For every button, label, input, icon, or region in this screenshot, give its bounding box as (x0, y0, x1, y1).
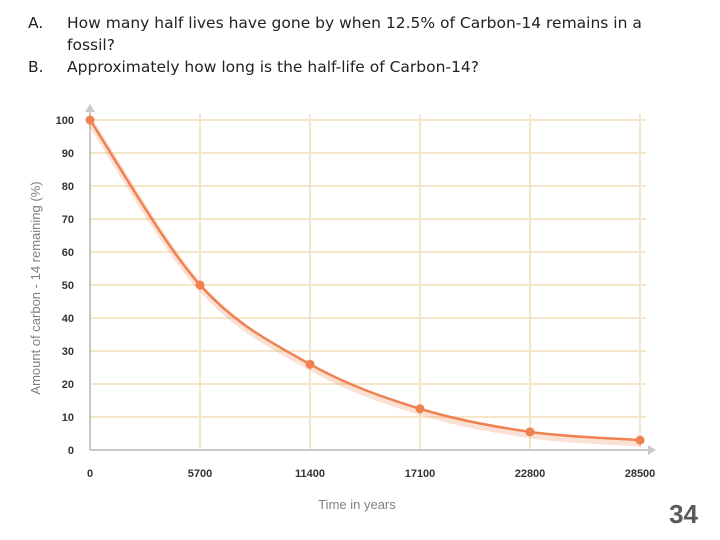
half-life-chart: 0 10 20 30 40 50 60 70 80 90 100 0 5700 11400 17100 228… (28, 104, 656, 512)
decay-curve-shadow (88, 121, 642, 447)
y-axis-title: Amount of carbon - 14 remaining (%) (28, 181, 43, 394)
question-b-letter: B. (28, 58, 44, 76)
y-tick-label-7: 70 (62, 214, 74, 226)
data-point-1 (195, 280, 205, 290)
question-list: A. How many half lives have gone by when… (28, 12, 688, 78)
y-tick-label-6: 60 (62, 247, 74, 259)
x-tick-label-2: 11400 (295, 468, 325, 480)
y-tick-label-4: 40 (62, 313, 74, 325)
y-tick-label-8: 80 (62, 181, 74, 193)
question-a: A. How many half lives have gone by when… (28, 12, 688, 56)
question-a-letter: A. (28, 14, 44, 32)
y-tick-label-10: 100 (56, 115, 74, 127)
question-b: B. Approximately how long is the half-li… (28, 56, 688, 78)
y-tick-label-2: 20 (62, 379, 74, 391)
question-b-text: Approximately how long is the half-life … (67, 58, 479, 76)
x-tick-label-1: 5700 (188, 468, 212, 480)
x-tick-label-0: 0 (87, 468, 93, 480)
x-tick-label-3: 17100 (405, 468, 436, 480)
x-tick-label-4: 22800 (515, 468, 546, 480)
data-point-5 (635, 435, 645, 445)
y-tick-label-9: 90 (62, 148, 74, 160)
data-point-2 (305, 359, 315, 369)
question-a-text: How many half lives have gone by when 12… (67, 14, 642, 54)
data-point-3 (415, 404, 425, 414)
slide-number: 34 (669, 499, 698, 529)
y-tick-label-0: 0 (68, 445, 74, 457)
data-point-4 (525, 427, 535, 437)
y-tick-label-3: 30 (62, 346, 74, 358)
y-tick-label-1: 10 (62, 412, 74, 424)
data-point-0 (85, 115, 95, 125)
y-axis-arrow (85, 104, 95, 112)
y-tick-label-5: 50 (62, 280, 74, 292)
x-axis-arrow (648, 445, 656, 455)
x-axis-title: Time in years (318, 497, 396, 512)
x-tick-label-5: 28500 (625, 468, 656, 480)
